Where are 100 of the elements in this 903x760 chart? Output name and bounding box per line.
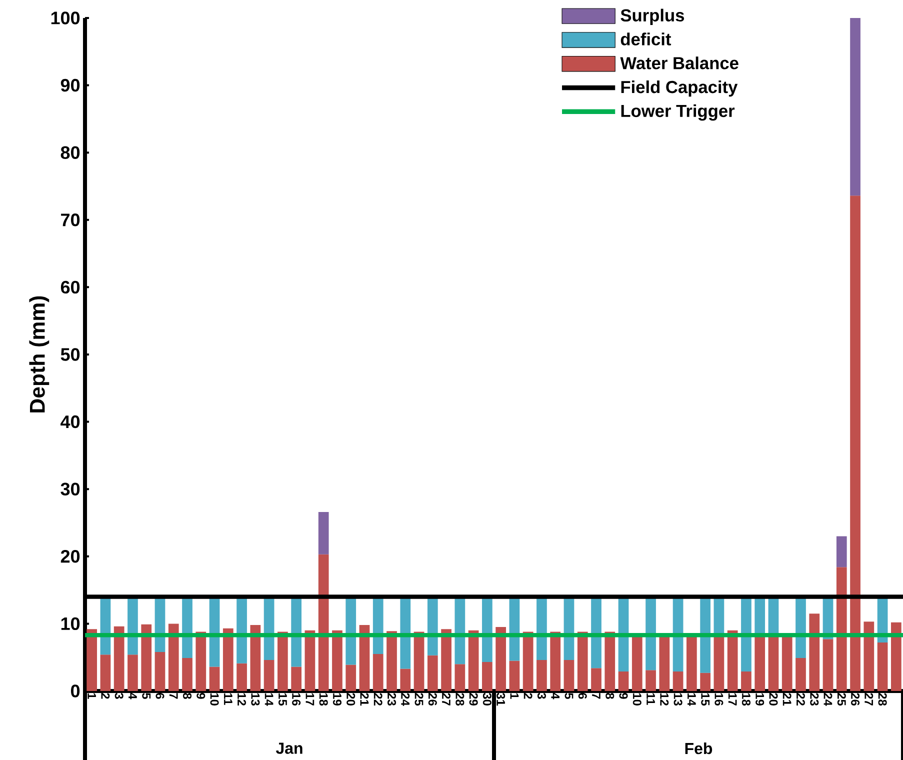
x-tick-label: 25 [414, 693, 424, 706]
y-tick-label: 100 [51, 12, 80, 24]
x-tick-label: 10 [632, 693, 642, 706]
bar [400, 596, 411, 669]
x-tick-label: 21 [360, 693, 369, 706]
bar [400, 668, 411, 691]
x-tick-label: 17 [306, 693, 314, 706]
bar [182, 596, 192, 658]
x-tick-label: 3 [537, 692, 546, 699]
bar [850, 196, 860, 691]
bar [768, 635, 779, 691]
bar [141, 624, 152, 691]
bar [128, 654, 138, 691]
bar [536, 660, 547, 691]
x-tick-label: 19 [332, 693, 342, 706]
x-tick-label: 16 [292, 693, 301, 706]
bar [714, 635, 724, 691]
bar [536, 596, 547, 660]
bar [291, 666, 302, 691]
x-tick-label: 12 [238, 693, 246, 706]
x-tick-label: 8 [183, 692, 192, 699]
x-tick-label: 6 [156, 693, 164, 699]
x-tick-label: 19 [756, 693, 764, 706]
bar [509, 660, 520, 691]
x-tick-label: 24 [824, 693, 832, 706]
x-tick-label: 1 [88, 693, 96, 699]
x-tick-label: 15 [278, 693, 287, 706]
x-tick-label: 9 [196, 693, 206, 699]
bar [727, 630, 738, 691]
x-tick-label: 6 [578, 693, 587, 699]
bar [796, 658, 806, 691]
bar [332, 630, 342, 691]
x-tick-label: 16 [714, 693, 724, 706]
bar [359, 625, 370, 691]
x-tick-label: 14 [688, 693, 696, 706]
bar [782, 635, 792, 691]
bar [427, 655, 438, 691]
x-tick-label: 20 [769, 693, 778, 706]
x-tick-label: 27 [442, 693, 450, 706]
x-tick-label: 4 [551, 692, 560, 700]
bar [454, 664, 466, 691]
bar [550, 632, 561, 691]
y-axis-title: Depth (mm) [29, 296, 50, 412]
y-tick-label: 80 [60, 146, 80, 159]
x-tick-label: 21 [782, 693, 792, 706]
y-tick-label: 30 [60, 482, 80, 496]
legend-label: Surplus [620, 8, 684, 25]
bar [836, 536, 847, 568]
bar [754, 635, 766, 691]
x-tick-label: 18 [742, 693, 750, 706]
x-tick-label: 4 [128, 692, 137, 700]
bar [196, 632, 206, 691]
bar [890, 622, 902, 691]
bar [114, 626, 124, 691]
x-tick-label: 22 [374, 693, 382, 706]
x-tick-label: 24 [401, 693, 410, 706]
bar [591, 596, 602, 668]
bar [209, 666, 220, 691]
x-tick-label: 7 [169, 693, 178, 699]
x-tick-label: 22 [796, 693, 805, 706]
bar [264, 660, 274, 691]
bar [441, 629, 452, 691]
bar [318, 554, 329, 691]
bar [646, 596, 656, 670]
bar [372, 654, 384, 691]
x-tick-label: 29 [469, 693, 478, 706]
x-tick-label: 30 [482, 692, 492, 706]
bar [591, 668, 602, 691]
bar [482, 662, 492, 691]
bar [236, 663, 247, 691]
bar [809, 614, 820, 691]
bar [318, 512, 329, 554]
x-tick-label: 28 [878, 693, 887, 706]
legend-label: deficit [620, 32, 672, 46]
x-tick-label: 18 [319, 693, 328, 706]
bar [86, 629, 98, 691]
bar [182, 658, 192, 691]
y-tick-label: 50 [60, 348, 80, 361]
x-tick-label: 17 [728, 693, 737, 706]
x-tick-label: 14 [264, 693, 274, 706]
bar [564, 660, 574, 691]
x-tick-label: 5 [564, 692, 574, 699]
bar [850, 18, 860, 196]
bar [632, 635, 642, 691]
x-tick-label: 2 [524, 693, 532, 699]
x-tick-label: 15 [701, 693, 710, 706]
x-tick-label: 31 [496, 692, 506, 706]
bar [278, 632, 288, 691]
legend-label: Water Balance [620, 56, 738, 70]
y-tick-label: 10 [61, 617, 80, 630]
x-tick-label: 20 [346, 693, 356, 706]
bar [250, 625, 261, 691]
bar [236, 596, 247, 664]
bar [386, 631, 397, 691]
bar [877, 642, 888, 691]
y-tick-label: 0 [70, 684, 80, 698]
x-tick-label: 12 [660, 693, 669, 706]
x-tick-label: 7 [592, 693, 600, 699]
legend-label: Field Capacity [621, 80, 738, 97]
y-tick-label: 60 [60, 280, 80, 294]
